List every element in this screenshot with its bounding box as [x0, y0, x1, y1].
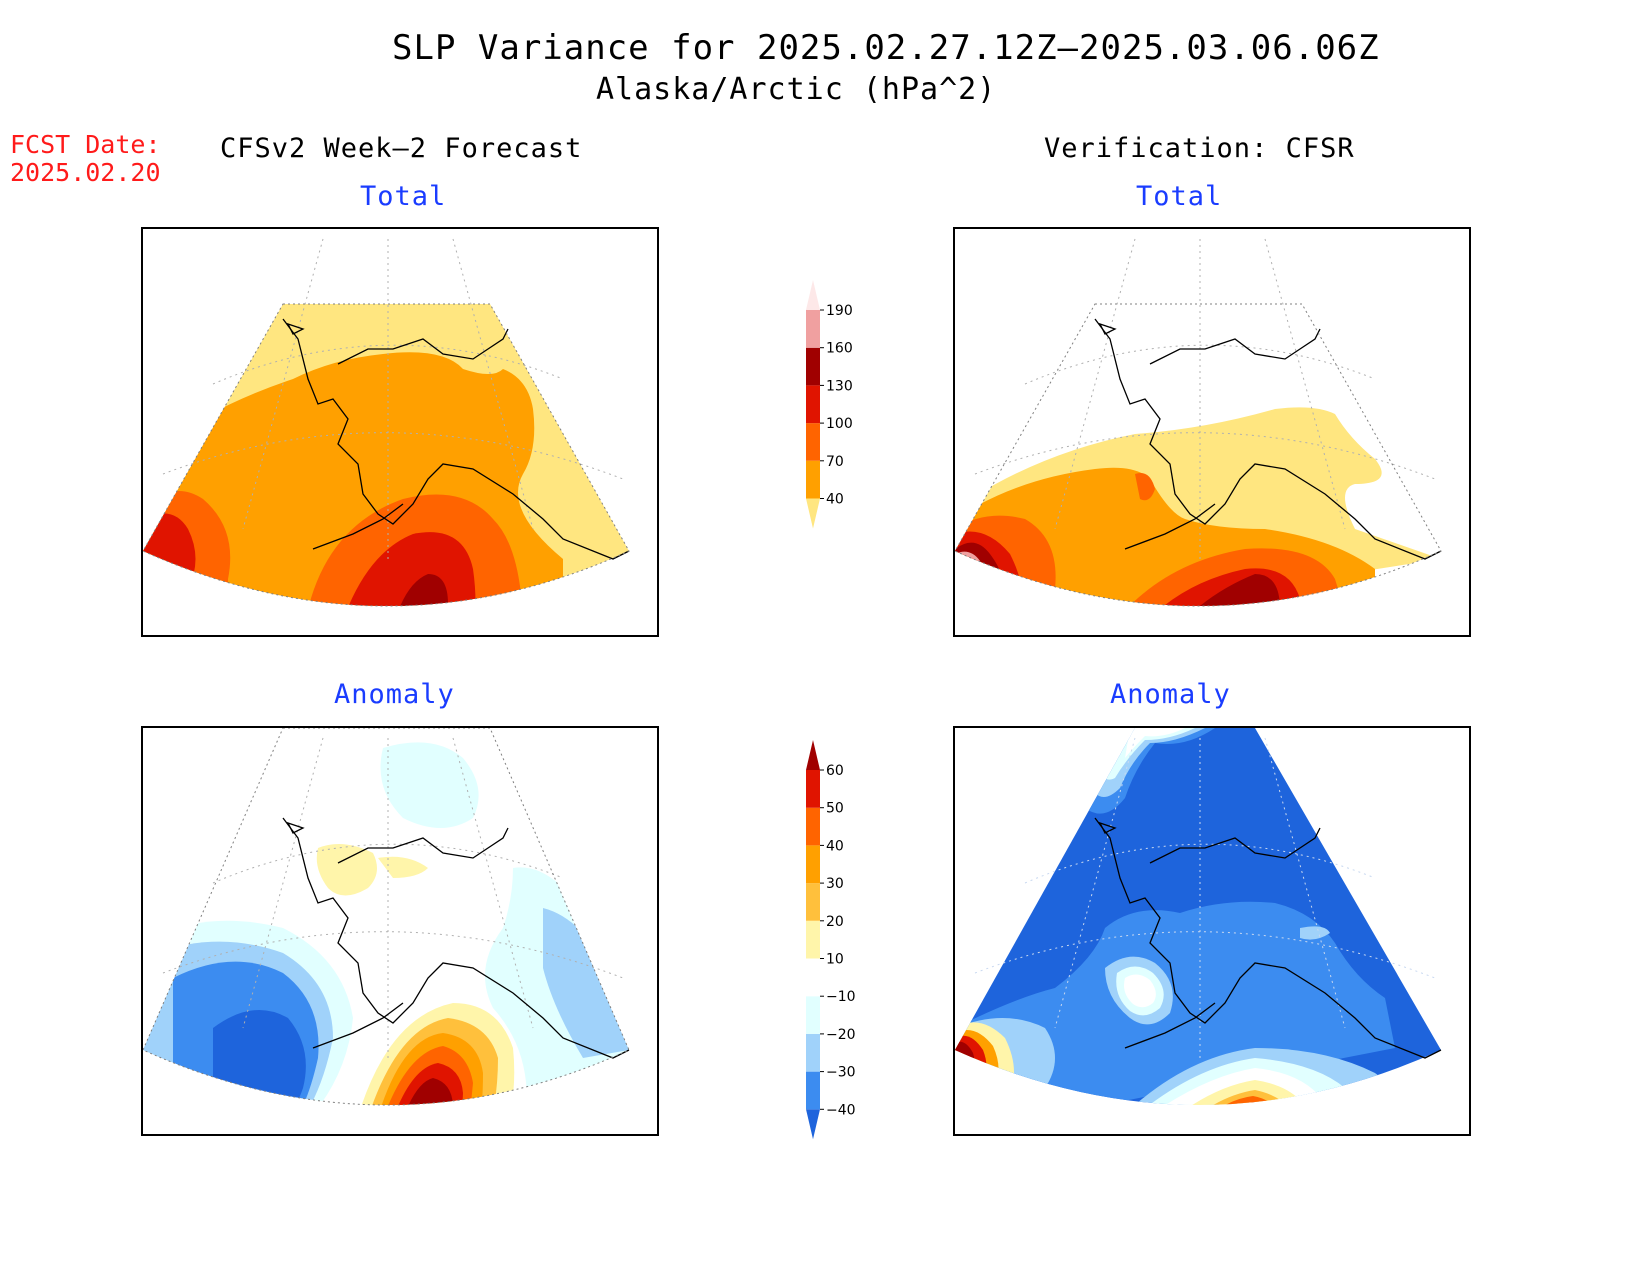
anomaly-colorbar-tick-label: −40 [826, 1102, 856, 1118]
total-colorbar-color-0 [806, 498, 820, 529]
total-colorbar-tick-label: 40 [826, 492, 844, 508]
total-colorbar-tick-label: 100 [826, 416, 853, 432]
verification-total-map [953, 227, 1471, 637]
total-colorbar-color-4 [806, 347, 820, 386]
anomaly-colorbar-color-9 [806, 770, 820, 808]
anomaly-colorbar-color-2 [806, 1033, 820, 1072]
fcst-date-value: 2025.02.20 [10, 158, 161, 187]
fcst-date-label: FCST Date: [10, 130, 161, 159]
total-colorbar-tick-label: 70 [826, 454, 844, 470]
verification-column-title: Verification: CFSR [1044, 133, 1355, 164]
anomaly-colorbar-tick-label: −30 [826, 1065, 856, 1081]
anomaly-colorbar: −40 −30 −20 −10 10 20 30 40 50 60 [790, 740, 870, 1170]
verification-anomaly-map [953, 726, 1471, 1136]
anomaly-colorbar-color-0 [806, 1109, 820, 1140]
forecast-total-title: Total [360, 181, 447, 212]
figure-title: SLP Variance for 2025.02.27.12Z—2025.03.… [392, 28, 1380, 68]
anomaly-colorbar-tick-label: −20 [826, 1027, 856, 1043]
anomaly-colorbar-tick-label: 50 [826, 801, 844, 817]
verification-anomaly-title: Anomaly [1110, 679, 1231, 710]
anomaly-colorbar-color-10 [806, 740, 820, 770]
total-colorbar-color-3 [806, 385, 820, 424]
total-colorbar-color-1 [806, 460, 820, 499]
total-colorbar-color-5 [806, 310, 820, 348]
anomaly-colorbar-color-3 [806, 996, 820, 1034]
anomaly-colorbar-color-4 [806, 958, 820, 997]
anomaly-colorbar-tick-label: −10 [826, 989, 856, 1005]
anomaly-colorbar-color-7 [806, 845, 820, 884]
anomaly-colorbar-tick-label: 20 [826, 914, 844, 930]
total-colorbar-color-2 [806, 423, 820, 461]
forecast-anomaly-map [141, 726, 659, 1136]
total-colorbar-tick-label: 130 [826, 378, 853, 394]
anomaly-colorbar-tick-label: 10 [826, 952, 844, 968]
forecast-total-map [141, 227, 659, 637]
anomaly-colorbar-tick-label: 60 [826, 763, 844, 779]
anomaly-colorbar-color-5 [806, 920, 820, 959]
total-colorbar-tick-label: 220 [826, 280, 853, 281]
total-colorbar-color-6 [806, 280, 820, 310]
anomaly-colorbar-tick-label: 40 [826, 838, 844, 854]
total-colorbar-tick-label: 160 [826, 341, 853, 357]
anomaly-colorbar-tick-label: 30 [826, 876, 844, 892]
total-colorbar-tick-label: 190 [826, 303, 853, 319]
anomaly-colorbar-color-1 [806, 1071, 820, 1110]
verification-total-title: Total [1136, 181, 1223, 212]
figure-subtitle: Alaska/Arctic (hPa^2) [596, 72, 997, 107]
forecast-column-title: CFSv2 Week—2 Forecast [220, 133, 583, 164]
anomaly-colorbar-color-6 [806, 883, 820, 921]
anomaly-colorbar-color-8 [806, 807, 820, 846]
forecast-anomaly-title: Anomaly [334, 679, 455, 710]
total-colorbar: 40 70 100 130 160 190 220 [790, 265, 870, 610]
